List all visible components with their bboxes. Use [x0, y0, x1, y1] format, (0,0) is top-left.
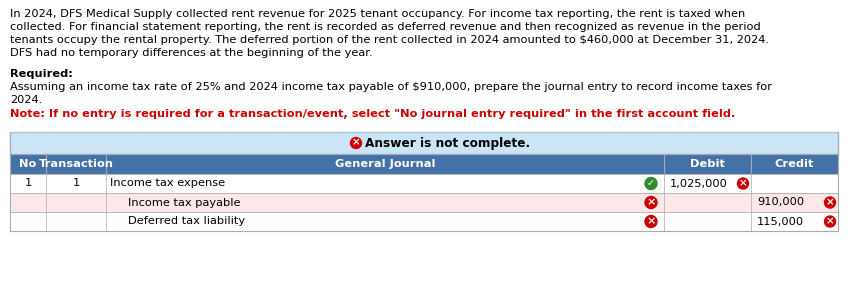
Text: ×: × — [825, 216, 835, 226]
Text: 115,000: 115,000 — [757, 217, 804, 226]
Text: Income tax expense: Income tax expense — [110, 178, 225, 188]
Bar — [10, 174, 838, 193]
Text: 910,000: 910,000 — [757, 197, 804, 207]
Circle shape — [824, 216, 835, 227]
Text: Answer is not complete.: Answer is not complete. — [365, 136, 530, 150]
Text: ×: × — [739, 178, 747, 188]
Bar — [10, 212, 838, 231]
Text: collected. For financial statement reporting, the rent is recorded as deferred r: collected. For financial statement repor… — [10, 22, 761, 32]
Text: 1: 1 — [25, 178, 31, 188]
Text: 1,025,000: 1,025,000 — [670, 178, 728, 188]
Text: 2024.: 2024. — [10, 95, 42, 105]
Text: Transaction: Transaction — [38, 159, 114, 169]
Text: Assuming an income tax rate of 25% and 2024 income tax payable of $910,000, prep: Assuming an income tax rate of 25% and 2… — [10, 82, 772, 92]
Text: Required:: Required: — [10, 69, 73, 79]
Text: Income tax payable: Income tax payable — [128, 197, 240, 207]
Text: Debit: Debit — [690, 159, 725, 169]
Text: No: No — [20, 159, 37, 169]
Text: General Journal: General Journal — [335, 159, 436, 169]
Text: ×: × — [351, 138, 360, 148]
Text: Deferred tax liability: Deferred tax liability — [128, 217, 245, 226]
Bar — [10, 154, 838, 174]
Bar — [10, 132, 838, 154]
Text: ×: × — [825, 197, 835, 207]
Circle shape — [351, 137, 362, 148]
Text: In 2024, DFS Medical Supply collected rent revenue for 2025 tenant occupancy. Fo: In 2024, DFS Medical Supply collected re… — [10, 9, 745, 19]
Text: ×: × — [646, 216, 655, 226]
Circle shape — [824, 197, 835, 208]
Text: ✓: ✓ — [647, 178, 655, 188]
Text: tenants occupy the rental property. The deferred portion of the rent collected i: tenants occupy the rental property. The … — [10, 35, 769, 45]
Text: DFS had no temporary differences at the beginning of the year.: DFS had no temporary differences at the … — [10, 48, 373, 58]
Circle shape — [645, 177, 657, 189]
Bar — [10, 193, 838, 212]
Circle shape — [738, 178, 749, 189]
Text: ×: × — [646, 197, 655, 207]
Circle shape — [645, 215, 657, 227]
Text: Note: If no entry is required for a transaction/event, select "No journal entry : Note: If no entry is required for a tran… — [10, 109, 735, 119]
Text: 1: 1 — [72, 178, 80, 188]
Text: Credit: Credit — [775, 159, 814, 169]
Circle shape — [645, 196, 657, 208]
